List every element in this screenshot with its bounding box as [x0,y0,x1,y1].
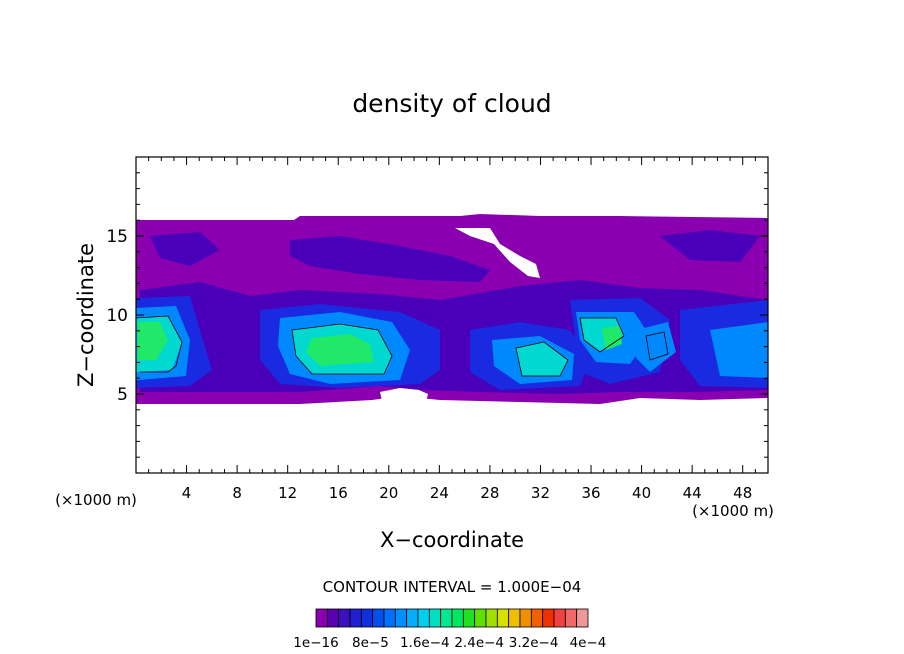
colorbar-label: 8e−5 [352,635,389,651]
x-unit-left: (×1000 m) [55,491,137,509]
colorbar-swatch [394,608,408,628]
contour-line [515,341,569,377]
cloud-core [306,334,374,366]
colorbar-label: 1e−16 [293,635,338,651]
colorbar-swatch [326,608,340,628]
x-tick-label: 44 [683,484,702,502]
colorbar-swatch [496,608,510,628]
contour-line [645,331,669,361]
colorbar-swatch [485,608,498,628]
x-axis: 4 8 12 16 20 24 28 32 36 40 44 48 [148,157,756,502]
cloud-gap-base [380,386,428,410]
contour-line [136,315,183,373]
cloud-core [138,322,168,360]
colorbar-swatch [508,608,521,628]
cloud-level-4 [636,322,676,372]
y-axis: 5 10 15 [106,172,768,458]
colorbar-swatch [383,608,396,628]
colorbar-label: 2.4e−4 [454,635,504,651]
x-tick-label: 32 [531,484,550,502]
x-tick-label: 16 [329,484,348,502]
cloud-upper-patch [150,232,220,266]
y-tick-label: 5 [117,385,128,405]
x-tick-label: 4 [182,484,192,502]
colorbar-swatch [360,608,374,628]
colorbar-swatch [519,608,532,628]
colorbar-swatch [440,608,453,628]
x-tick-label: 28 [480,484,499,502]
x-tick-label: 8 [232,484,242,502]
chart-title: density of cloud [352,89,551,118]
x-tick-label: 40 [632,484,651,502]
x-tick-label: 24 [430,484,449,502]
colorbar-swatch [338,608,351,628]
cloud-density-field [136,214,768,410]
y-tick-label: 15 [106,227,128,247]
colorbar-swatch [372,608,385,628]
colorbar-swatch [451,608,464,628]
colorbar-swatch [462,608,476,628]
colorbar-label: 3.2e−4 [509,635,559,651]
cloud-core [602,326,622,350]
contour-lines [136,315,669,377]
contour-line [579,317,625,353]
y-tick-label: 10 [106,306,128,326]
y-axis-label: Z−coordinate [74,243,98,387]
cloud-level-4 [710,322,768,378]
x-tick-label: 12 [278,484,297,502]
x-unit-right: (×1000 m) [692,502,774,520]
colorbar-swatch [553,608,566,628]
colorbar-label: 1.6e−4 [400,635,450,651]
x-axis-label: X−coordinate [380,528,524,552]
colorbar-swatch [349,608,362,628]
colorbar-swatch [530,608,544,628]
cloud-level-5 [580,318,624,352]
colorbar-swatch [406,608,419,628]
colorbar [315,608,589,628]
contour-interval-label: CONTOUR INTERVAL = 1.000E−04 [323,578,582,596]
colorbar-swatch [428,608,442,628]
contour-line [291,323,393,375]
colorbar-swatch [564,608,578,628]
cloud-upper-patch [290,236,490,282]
x-tick-label: 20 [379,484,398,502]
x-tick-label: 48 [733,484,752,502]
colorbar-swatch [315,608,328,628]
cloud-gap [455,228,540,278]
colorbar-swatch [417,608,430,628]
colorbar-label: 4e−4 [570,635,607,651]
x-tick-label: 36 [581,484,600,502]
colorbar-swatch [474,608,487,628]
cloud-upper-patch [660,230,760,262]
colorbar-swatch [542,608,555,628]
colorbar-swatch [576,608,589,628]
colorbar-labels: 1e−16 8e−5 1.6e−4 2.4e−4 3.2e−4 4e−4 [293,635,606,651]
